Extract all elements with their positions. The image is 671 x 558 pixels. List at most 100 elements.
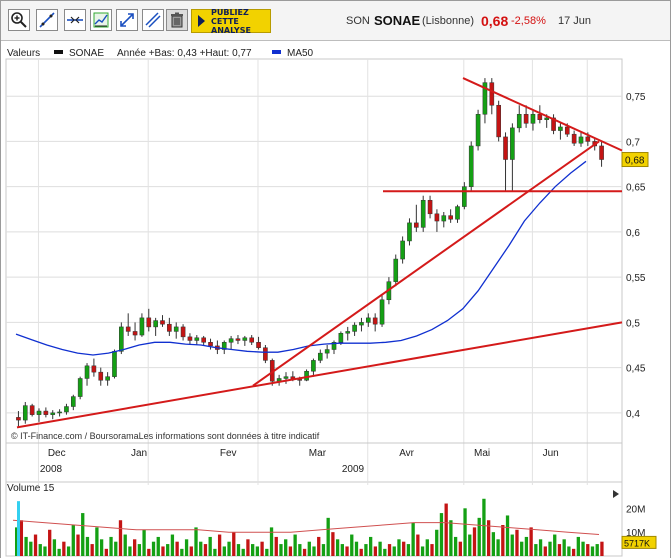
- volume-bar: [24, 536, 28, 556]
- candle-body: [311, 360, 316, 372]
- y-tick-label: 0,6: [626, 228, 640, 239]
- candle-body: [571, 133, 577, 144]
- volume-bar: [369, 536, 373, 556]
- indicators-button[interactable]: [90, 9, 112, 31]
- candle-body: [441, 215, 447, 222]
- volume-bar: [444, 503, 448, 556]
- parallel-lines-icon: [145, 12, 161, 28]
- candle-body: [304, 370, 309, 381]
- volume-bar: [170, 534, 175, 556]
- volume-bar: [99, 539, 104, 556]
- candle-body: [530, 114, 536, 124]
- volume-bar: [524, 536, 529, 556]
- volume-bar: [274, 536, 278, 556]
- publish-analysis-label: PUBLIEZ CETTE ANALYSE: [211, 8, 251, 35]
- y-tick-label: 0,4: [626, 409, 640, 420]
- volume-bar: [66, 546, 71, 556]
- candle-body: [64, 406, 69, 413]
- volume-bar: [392, 546, 396, 556]
- volume-bar: [595, 544, 599, 556]
- x-tick-label: Jan: [131, 448, 147, 459]
- fullscreen-button[interactable]: [116, 9, 138, 31]
- volume-bar: [505, 515, 510, 556]
- year-label: 2008: [40, 464, 63, 475]
- volume-bar: [411, 522, 415, 556]
- volume-bar: [312, 546, 316, 556]
- volume-bar: [194, 527, 198, 556]
- parallel-lines-button[interactable]: [142, 9, 164, 31]
- volume-bar: [104, 548, 108, 556]
- volume-bar: [246, 539, 250, 556]
- volume-bar: [71, 525, 75, 556]
- quote-market: (Lisbonne): [422, 15, 474, 27]
- volume-bar: [85, 536, 90, 556]
- volume-bar: [515, 529, 519, 556]
- volume-bar: [293, 534, 297, 556]
- candle-body: [366, 317, 371, 323]
- uptrend-line: [252, 140, 600, 387]
- volume-bar: [217, 534, 222, 556]
- volume-bar: [416, 534, 420, 556]
- volume-bar: [232, 532, 236, 556]
- candle-body: [317, 352, 323, 361]
- volume-bar: [354, 541, 359, 556]
- support-trendline: [16, 321, 623, 429]
- last-volume-tag: [621, 535, 657, 549]
- volume-bar: [378, 541, 382, 556]
- price-chart[interactable]: Valeurs SONAE Année +Bas: 0,43 +Haut: 0,…: [1, 42, 670, 558]
- volume-bar: [307, 541, 311, 556]
- candle-body: [331, 342, 337, 350]
- volume-bar: [90, 544, 94, 556]
- candle-body: [551, 117, 556, 131]
- volume-tick-label: 20M: [626, 504, 645, 515]
- expand-arrows-icon: [120, 13, 134, 27]
- last-price-label: 0,68: [625, 156, 645, 167]
- volume-bar: [147, 548, 151, 556]
- candle-body: [537, 114, 543, 120]
- zoom-in-button[interactable]: [8, 9, 30, 31]
- candle-body: [475, 114, 481, 147]
- promo-line-3: ANALYSE: [211, 25, 251, 35]
- volume-bar: [284, 539, 288, 556]
- publish-analysis-button[interactable]: PUBLIEZ CETTE ANALYSE: [191, 8, 271, 35]
- volume-ma-line: [12, 519, 600, 535]
- volume-bar: [29, 541, 33, 556]
- legend-stats: Année +Bas: 0,43 +Haut: 0,77: [117, 48, 252, 59]
- volume-bar: [38, 544, 42, 556]
- volume-bar: [156, 536, 160, 556]
- volume-bar: [137, 544, 142, 556]
- horizontal-line-button[interactable]: [64, 9, 86, 31]
- delete-button[interactable]: [166, 9, 188, 31]
- y-tick-label: 0,5: [626, 318, 640, 329]
- volume-bar: [52, 539, 57, 556]
- volume-bar: [538, 539, 543, 556]
- quote-date: 17 Jun: [558, 15, 592, 27]
- volume-bar: [501, 525, 505, 556]
- volume-bar: [62, 541, 66, 556]
- year-label: 2009: [342, 464, 365, 475]
- candle-body: [400, 240, 405, 260]
- volume-bar: [48, 529, 52, 556]
- candle-body: [43, 410, 49, 415]
- x-tick-label: Mar: [309, 448, 327, 459]
- promo-line-2: CETTE: [211, 16, 239, 26]
- ma50-line: [15, 160, 587, 356]
- candle-body: [132, 331, 138, 336]
- candle-body: [84, 365, 90, 379]
- candle-body: [36, 410, 42, 415]
- candle-body: [77, 378, 83, 397]
- candle-body: [345, 331, 351, 334]
- volume-bar: [317, 536, 321, 556]
- candle-body: [201, 337, 206, 343]
- volume-bar: [180, 548, 184, 556]
- volume-bar: [227, 541, 231, 556]
- x-tick-label: Jun: [543, 448, 559, 459]
- candle-body: [516, 114, 522, 129]
- draw-line-button[interactable]: [36, 9, 58, 31]
- volume-bar: [600, 541, 604, 556]
- x-tick-label: Fev: [220, 448, 237, 459]
- volume-bar: [472, 527, 477, 556]
- volume-bar: [114, 541, 118, 556]
- volume-bar: [279, 544, 283, 556]
